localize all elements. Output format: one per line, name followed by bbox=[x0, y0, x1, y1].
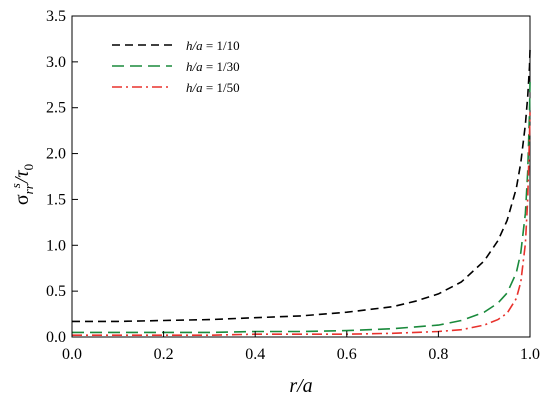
x-tick-label: 0.2 bbox=[154, 346, 174, 363]
x-axis-label: r/a bbox=[289, 375, 312, 397]
series-line-3 bbox=[72, 112, 531, 337]
y-label-subscript: rr bbox=[21, 183, 36, 194]
y-label-rest-subscript: 0 bbox=[21, 164, 36, 171]
legend-label-2: h/a = 1/30 bbox=[186, 59, 240, 74]
x-tick-label: 0.0 bbox=[62, 346, 82, 363]
series-line-1 bbox=[72, 49, 531, 323]
plot-area-frame bbox=[71, 15, 531, 338]
y-axis-label: σrrs/τ0 bbox=[8, 164, 36, 205]
y-tick-label: 0.5 bbox=[46, 283, 66, 300]
y-label-superscript: s bbox=[8, 183, 23, 188]
y-tick-label: 1.0 bbox=[46, 237, 66, 254]
legend-label-1: h/a = 1/10 bbox=[186, 38, 240, 53]
x-tick-label: 1.0 bbox=[520, 346, 540, 363]
y-tick-label: 2.5 bbox=[46, 100, 66, 117]
svg-text:σrrs/τ0: σrrs/τ0 bbox=[8, 164, 36, 205]
y-tick-label: 3.0 bbox=[46, 54, 66, 71]
series-layer bbox=[72, 49, 531, 337]
y-axis-ticks: 0.0 0.5 1.0 1.5 2.0 2.5 3.0 3.5 bbox=[46, 8, 78, 346]
x-tick-label: 0.4 bbox=[245, 346, 265, 363]
y-tick-label: 0.0 bbox=[46, 329, 66, 346]
y-tick-label: 3.5 bbox=[46, 8, 66, 25]
y-label-base: σ bbox=[11, 194, 33, 205]
x-tick-label: 0.8 bbox=[428, 346, 448, 363]
x-tick-label: 0.6 bbox=[337, 346, 357, 363]
series-line-2 bbox=[72, 81, 531, 334]
y-label-rest: /τ bbox=[11, 170, 33, 185]
legend-label-3: h/a = 1/50 bbox=[186, 80, 240, 95]
x-axis-ticks: 0.0 0.2 0.4 0.6 0.8 1.0 bbox=[62, 331, 540, 363]
y-tick-label: 2.0 bbox=[46, 146, 66, 163]
legend: h/a = 1/10 h/a = 1/30 h/a = 1/50 bbox=[112, 38, 240, 95]
y-tick-label: 1.5 bbox=[46, 191, 66, 208]
